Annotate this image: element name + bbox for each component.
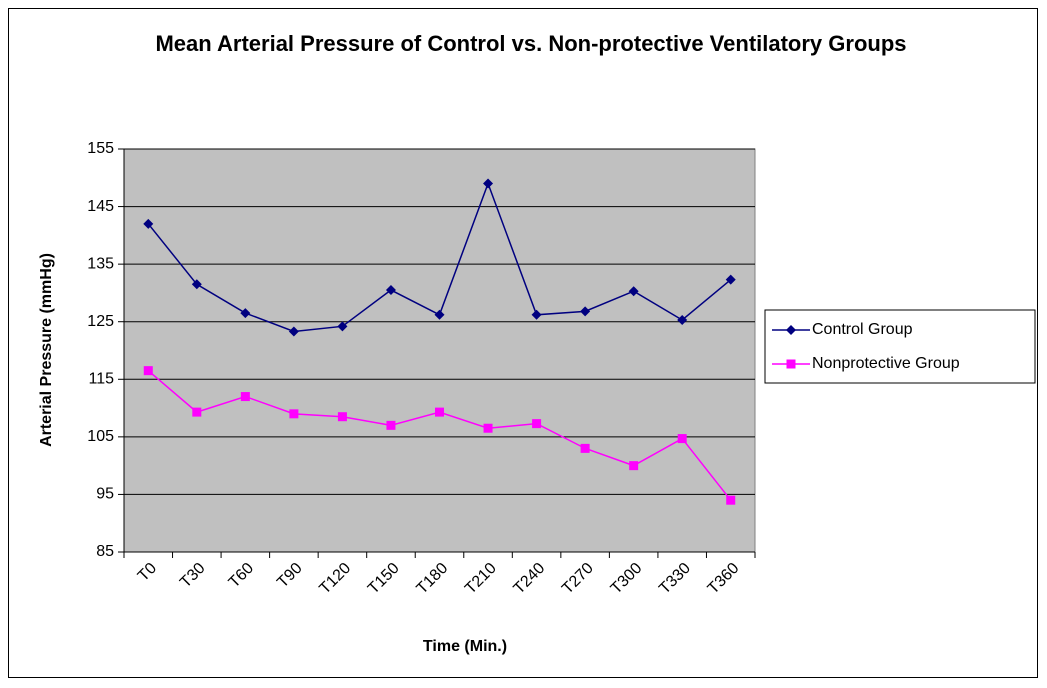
point [726,495,736,505]
point [289,409,299,419]
legend-symbol [786,359,796,369]
point [191,279,202,290]
x-tick-label: T90 [274,560,306,592]
point [532,419,542,429]
x-tick-label: T240 [511,560,549,598]
point [337,321,348,332]
legend: Control Group Nonprotective Group [764,309,1036,384]
chart-frame [8,8,1038,678]
x-tick-label: T60 [226,560,258,592]
point [483,423,493,433]
y-tick-label: 95 [96,486,114,503]
legend-marker [786,325,796,335]
x-tick-label: T30 [177,560,209,592]
y-tick-label: 125 [87,313,114,330]
x-tick-label: T330 [656,560,694,598]
x-tick-label: T0 [135,560,160,585]
legend-box [764,309,1036,384]
legend-label: Nonprotective Group [812,355,960,372]
point [580,443,590,453]
x-tick-label: T120 [316,560,354,598]
y-tick-label: 155 [87,140,114,157]
y-tick-label: 135 [87,255,114,272]
point [628,286,639,297]
point [240,308,251,319]
point [531,309,542,320]
y-tick-label: 115 [88,371,114,388]
point [677,434,687,444]
point [386,420,396,430]
point [143,366,153,376]
legend-label: Control Group [812,321,913,338]
point [240,392,250,402]
point [192,407,202,417]
point [580,306,591,317]
point [385,285,396,296]
y-tick-label: 105 [87,428,114,445]
y-axis-label: Arterial Pressure (mmHg) [38,253,55,447]
x-tick-label: T300 [608,560,646,598]
point [677,314,688,325]
legend-marker [786,359,796,369]
x-tick-label: T210 [462,560,500,598]
point [629,461,639,471]
x-tick-label: T180 [414,560,452,598]
point [288,326,299,337]
chart-title: Mean Arterial Pressure of Control vs. No… [155,31,907,56]
point [435,407,444,417]
point [725,274,736,285]
legend-symbol [786,325,796,335]
y-tick-label: 145 [87,198,114,215]
x-axis-label: Time (Min.) [423,638,507,655]
y-tick-label: 85 [96,543,114,560]
point [143,218,154,229]
x-tick-label: T150 [365,560,403,598]
point [483,178,494,189]
x-tick-label: T270 [559,560,597,598]
point [434,309,445,320]
plot-area [123,148,756,553]
point [337,412,347,422]
x-tick-label: T360 [705,560,743,598]
